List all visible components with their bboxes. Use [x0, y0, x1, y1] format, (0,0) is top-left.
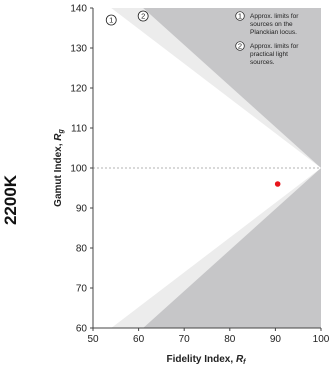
y-axis-label-main: Gamut Index,: [53, 141, 64, 207]
y-axis-label-sub: g: [58, 128, 65, 134]
y-tick-label: 110: [71, 124, 87, 135]
x-tick-label: 60: [133, 334, 145, 345]
x-axis-label-italic: R: [236, 354, 244, 365]
x-axis-label: Fidelity Index, Rf: [166, 354, 246, 366]
cct-side-label: 2200K: [1, 174, 20, 225]
x-tick-label: 50: [87, 334, 99, 345]
note-marker-circle: [235, 11, 245, 21]
y-tick-label: 90: [76, 204, 88, 215]
y-axis-label: Gamut Index, Rg: [53, 128, 65, 206]
data-point: [274, 181, 281, 187]
x-tick-label: 90: [270, 334, 282, 345]
y-tick-label: 70: [76, 284, 88, 295]
region-marker-number: 1: [109, 16, 113, 25]
note-text-line: Planckian locus.: [250, 29, 297, 36]
note-text-line: practical light: [250, 51, 288, 58]
y-tick-label: 130: [70, 44, 87, 55]
x-tick-label: 80: [224, 334, 236, 345]
y-tick-label: 80: [76, 244, 88, 255]
region-marker-number: 2: [141, 12, 145, 21]
region-marker-circle: [137, 10, 149, 22]
note-marker-number: 2: [238, 42, 242, 51]
x-tick-label: 100: [313, 334, 330, 345]
y-tick-label: 120: [70, 84, 87, 95]
y-axis-label-italic: R: [53, 133, 64, 141]
note-text-line: Approx. limits for: [250, 43, 299, 50]
note-marker-circle: [235, 41, 245, 51]
x-axis-label-main: Fidelity Index,: [166, 354, 235, 365]
note-marker-number: 1: [238, 12, 242, 21]
note-text-line: Approx. limits for: [250, 13, 299, 20]
x-axis-label-sub: f: [243, 359, 246, 366]
y-tick-label: 140: [70, 4, 87, 15]
note-text-line: sources on the: [250, 21, 293, 28]
x-tick-label: 70: [179, 334, 191, 345]
y-tick-label: 100: [70, 164, 87, 175]
region-marker-circle: [105, 14, 117, 26]
y-tick-label: 60: [76, 324, 88, 335]
note-text-line: sources.: [250, 59, 275, 66]
